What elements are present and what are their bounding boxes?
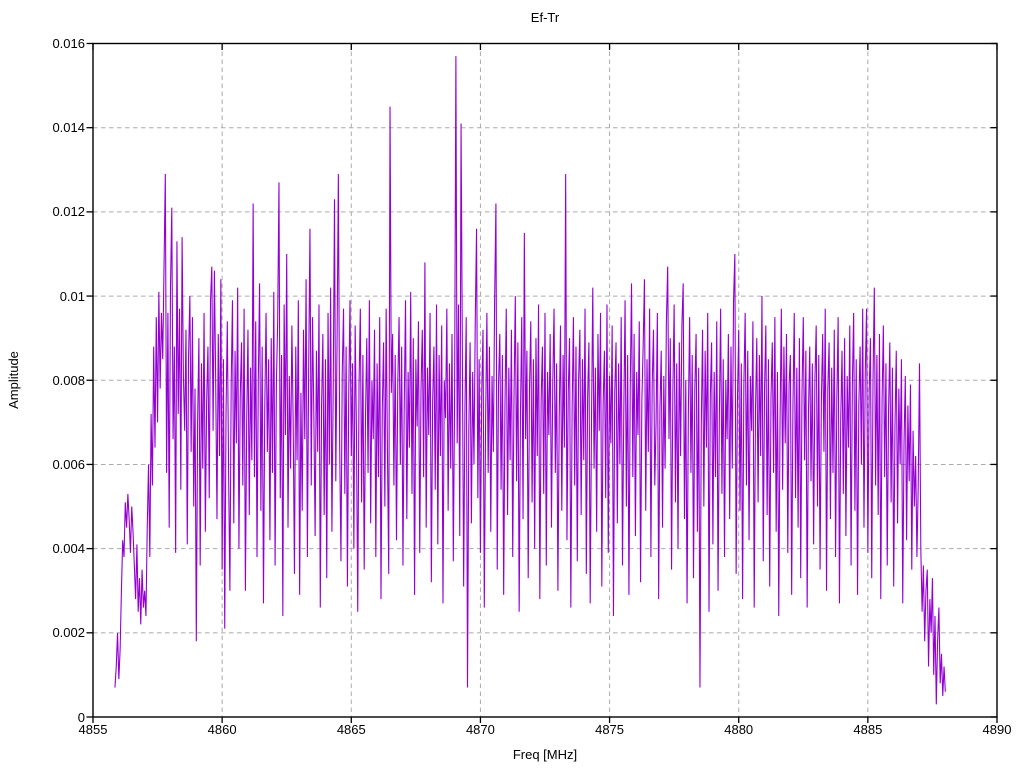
x-tick-label: 4890 [982,722,1012,737]
x-tick-label: 4865 [336,722,366,737]
y-tick-label: 0.008 [52,372,85,388]
chart-title: Ef-Tr [530,10,560,25]
x-tick-label: 4870 [465,722,495,737]
x-tick-label: 4855 [78,722,108,737]
plot-border [92,42,998,718]
x-tick-label: 4880 [724,722,754,737]
x-tick-label: 4875 [595,722,625,737]
x-tick-label: 4885 [853,722,883,737]
y-tick-label: 0.01 [59,288,85,304]
y-tick-label: 0.002 [52,625,85,641]
y-tick-label: 0 [77,709,85,725]
y-tick-label: 0.006 [52,456,85,472]
data-line [114,56,946,705]
y-tick-label: 0.012 [52,204,85,220]
y-tick-label: 0.014 [52,120,85,136]
y-tick-label: 0.004 [52,541,85,557]
x-tick-label: 4860 [207,722,237,737]
y-tick-label: 0.016 [52,36,85,51]
x-axis-label: Freq [MHz] [512,747,578,762]
